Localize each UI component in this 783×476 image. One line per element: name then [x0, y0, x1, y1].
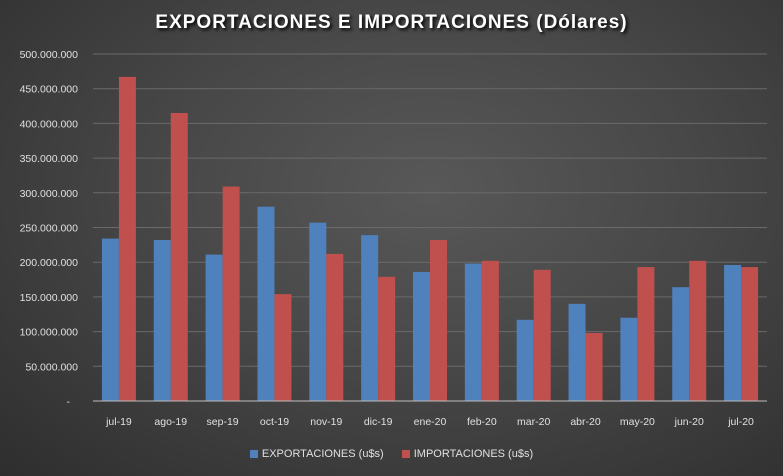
y-tick-label: 200.000.000: [20, 257, 79, 269]
legend-swatch: [401, 450, 410, 458]
legend-swatch: [249, 450, 258, 458]
x-tick-label: ago-19: [154, 416, 187, 428]
y-tick-label: 150.000.000: [20, 292, 79, 304]
chart-title: EXPORTACIONES E IMPORTACIONES (Dólares): [155, 12, 628, 33]
bar-exportaciones-oct-19: [257, 206, 275, 401]
y-tick-label: 100.000.000: [20, 327, 79, 339]
y-tick-label: 450.000.000: [20, 84, 79, 96]
bar-importaciones-abr-20: [585, 332, 603, 401]
bar-importaciones-feb-20: [481, 260, 499, 401]
bar-exportaciones-dic-19: [361, 235, 379, 401]
bar-importaciones-may-20: [637, 267, 655, 401]
bar-exportaciones-ene-20: [413, 271, 430, 401]
x-tick-label: ene-20: [414, 416, 447, 428]
bar-importaciones-sep-19: [222, 186, 240, 401]
y-tick-label: -: [67, 396, 71, 408]
x-tick-label: dic-19: [364, 416, 393, 428]
bar-exportaciones-jul-19: [101, 238, 119, 401]
y-tick-label: 50.000.000: [25, 361, 78, 373]
x-tick-label: jun-20: [674, 416, 704, 428]
bar-importaciones-jun-20: [689, 260, 707, 401]
x-tick-label: jul-19: [105, 416, 132, 428]
bar-importaciones-jul-20: [741, 267, 759, 401]
bar-importaciones-oct-19: [274, 294, 292, 401]
bar-exportaciones-jun-20: [672, 287, 690, 401]
y-tick-label: 500.000.000: [20, 49, 79, 61]
bar-importaciones-mar-20: [533, 269, 551, 401]
legend: EXPORTACIONES (u$s) IMPORTACIONES (u$s): [0, 448, 783, 460]
x-tick-label: abr-20: [570, 416, 601, 428]
x-tick-label: nov-19: [310, 416, 342, 428]
legend-label: EXPORTACIONES (u$s): [261, 448, 384, 460]
y-tick-label: 250.000.000: [20, 223, 79, 235]
x-tick-label: sep-19: [207, 416, 239, 428]
bar-importaciones-nov-19: [326, 253, 344, 401]
bar-importaciones-ene-20: [430, 239, 447, 401]
legend-label: IMPORTACIONES (u$s): [413, 448, 534, 460]
x-tick-label: mar-20: [517, 416, 550, 428]
bar-exportaciones-may-20: [620, 317, 638, 401]
bar-exportaciones-sep-19: [205, 254, 223, 401]
bar-importaciones-ago-19: [170, 112, 188, 402]
legend-item-importaciones: IMPORTACIONES (u$s): [401, 448, 534, 460]
bar-exportaciones-jul-20: [724, 264, 742, 401]
bar-exportaciones-ago-19: [153, 239, 171, 401]
bar-exportaciones-mar-20: [516, 319, 534, 401]
y-tick-label: 300.000.000: [20, 188, 79, 200]
bar-exportaciones-nov-19: [309, 222, 327, 401]
x-tick-label: oct-19: [260, 416, 289, 428]
y-tick-label: 400.000.000: [20, 118, 79, 130]
bar-exportaciones-abr-20: [568, 303, 586, 401]
bar-importaciones-dic-19: [378, 276, 396, 401]
x-tick-label: feb-20: [467, 416, 497, 428]
x-tick-label: may-20: [620, 416, 655, 428]
legend-item-exportaciones: EXPORTACIONES (u$s): [249, 448, 384, 460]
x-tick-label: jul-20: [727, 416, 754, 428]
bar-importaciones-jul-19: [118, 76, 136, 401]
y-tick-label: 350.000.000: [20, 153, 79, 165]
bar-exportaciones-feb-20: [464, 263, 482, 401]
